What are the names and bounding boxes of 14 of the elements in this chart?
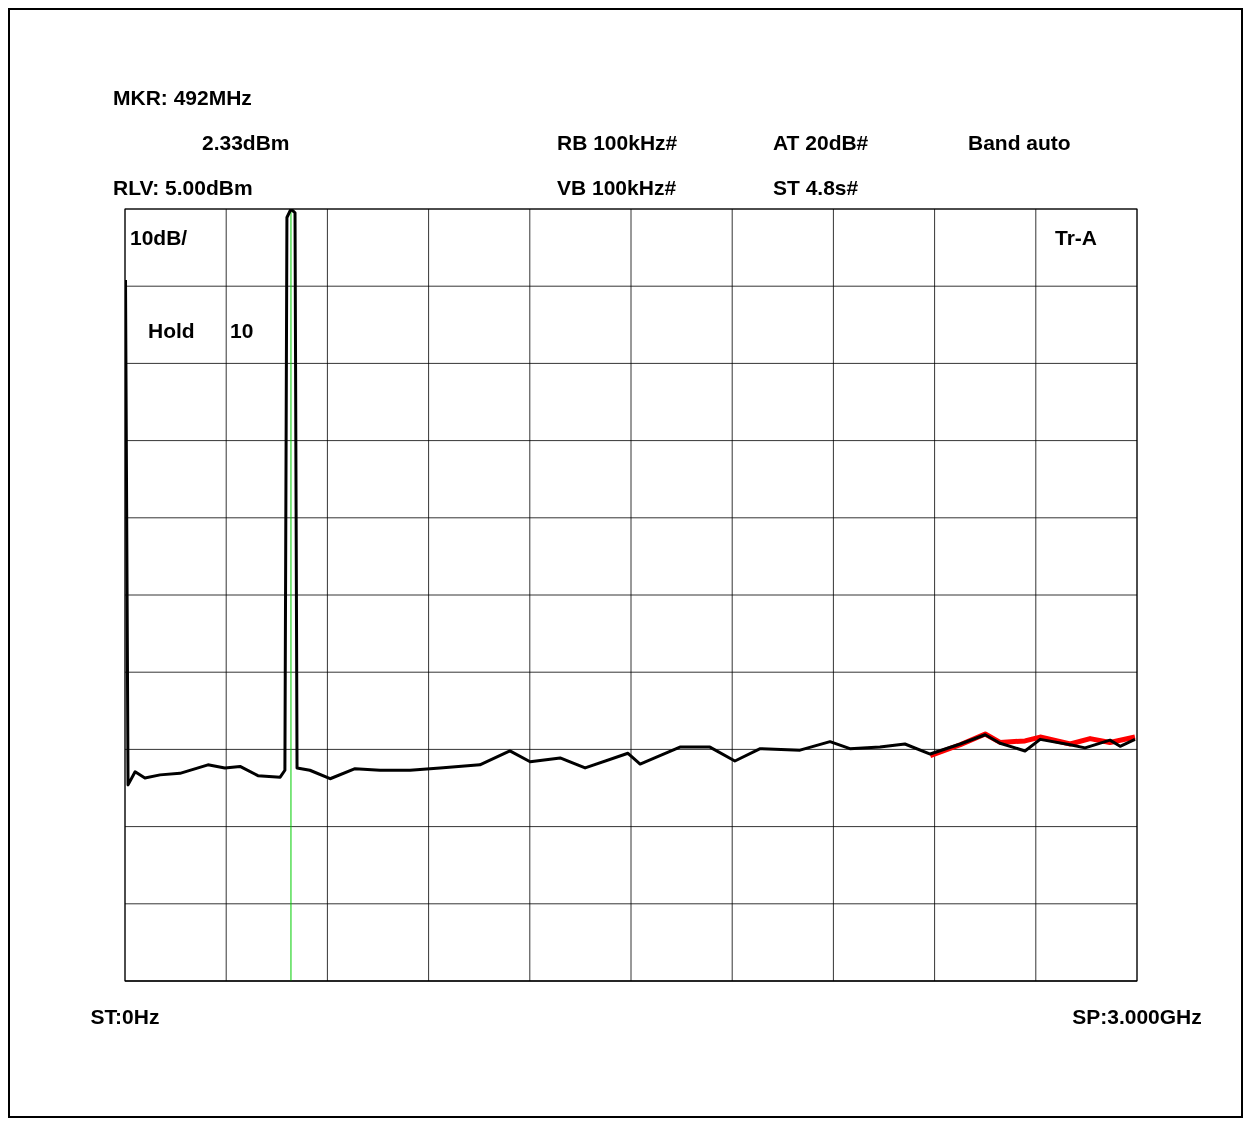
- annotation: Hold: [148, 318, 195, 344]
- annotation: Tr-A: [1055, 225, 1097, 251]
- text: RB 100kHz#: [557, 130, 678, 156]
- annotation: 10dB/: [130, 225, 188, 251]
- text: AT 20dB#: [773, 130, 869, 156]
- annotation: 10: [230, 318, 254, 344]
- text: VB 100kHz#: [557, 175, 677, 201]
- x-tick-label: SP:3.000GHz: [1072, 1004, 1202, 1028]
- text: Band auto: [968, 130, 1071, 156]
- text: RLV: 5.00dBm: [113, 175, 253, 201]
- x-tick-label: ST:0Hz: [90, 1004, 160, 1028]
- text: MKR: 492MHz: [113, 85, 252, 111]
- text: 2.33dBm: [202, 130, 290, 156]
- text: ST 4.8s#: [773, 175, 859, 201]
